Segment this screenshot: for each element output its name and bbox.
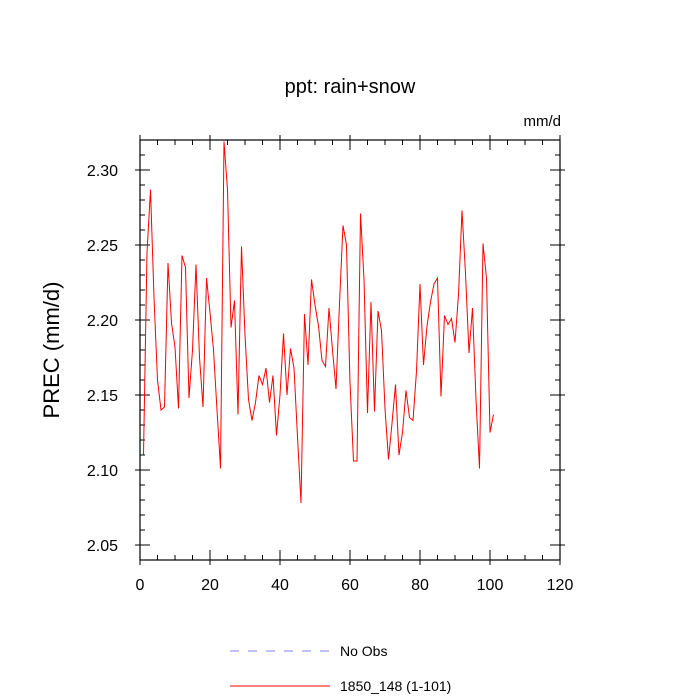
x-tick-label: 60 (341, 577, 359, 594)
axis-ticks (135, 135, 565, 565)
series-line (143, 141, 494, 504)
y-tick-label: 2.25 (87, 238, 118, 255)
x-tick-label: 40 (271, 577, 289, 594)
plot-frame (139, 139, 561, 561)
y-tick-label: 2.15 (87, 388, 118, 405)
y-tick-label: 2.30 (87, 163, 118, 180)
legend: No Obs 1850_148 (1-101) (230, 643, 451, 694)
x-tick-label: 80 (411, 577, 429, 594)
x-tick-label: 120 (547, 577, 574, 594)
y-tick-label: 2.20 (87, 313, 118, 330)
x-tick-label: 0 (136, 577, 145, 594)
y-tick-label: 2.05 (87, 538, 118, 555)
x-tick-label: 20 (201, 577, 219, 594)
y-tick-label: 2.10 (87, 463, 118, 480)
chart-title: ppt: rain+snow (285, 76, 416, 98)
units-label: mm/d (524, 113, 562, 130)
axis-tick-labels: 0 20 40 60 80 100 120 2.05 2.10 2.15 2.20 2.25 2.30 (87, 163, 574, 594)
legend-label: No Obs (340, 643, 387, 659)
series-lines (143, 141, 494, 504)
x-tick-label: 100 (477, 577, 504, 594)
legend-label: 1850_148 (1-101) (340, 678, 451, 694)
y-axis-label: PREC (mm/d) (39, 282, 64, 419)
